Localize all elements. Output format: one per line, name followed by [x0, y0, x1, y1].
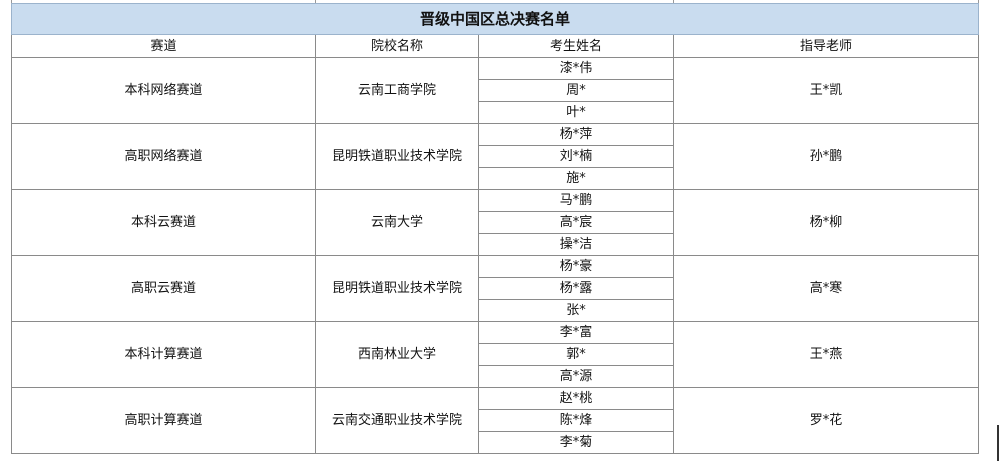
track-cell: 本科云赛道 — [11, 189, 316, 256]
teacher-cell: 杨*柳 — [672, 189, 980, 256]
table-row: 本科计算赛道 西南林业大学 李*富 王*燕 — [11, 321, 980, 388]
track-cell: 高职云赛道 — [11, 255, 316, 322]
student-cell: 李*富 — [478, 321, 674, 344]
student-cell: 李*菊 — [478, 431, 674, 454]
header-row: 赛道 院校名称 考生姓名 指导老师 — [11, 34, 980, 58]
student-cell: 杨*露 — [478, 277, 674, 300]
school-cell: 昆明铁道职业技术学院 — [315, 123, 479, 190]
student-cell: 高*源 — [478, 365, 674, 388]
track-cell: 高职网络赛道 — [11, 123, 316, 190]
teacher-cell: 高*寒 — [672, 255, 980, 322]
finalists-table: 晋级中国区总决赛名单 赛道 院校名称 考生姓名 指导老师 本科网络赛道 云南工商学… — [10, 3, 980, 454]
table-row: 高职云赛道 昆明铁道职业技术学院 杨*豪 高*寒 — [11, 255, 980, 322]
school-cell: 云南工商学院 — [315, 57, 479, 124]
window-edge-marker — [997, 425, 999, 461]
student-cell: 郭* — [478, 343, 674, 366]
student-cell: 周* — [478, 79, 674, 102]
teacher-cell: 王*燕 — [672, 321, 980, 388]
table-title: 晋级中国区总决赛名单 — [10, 3, 980, 35]
table-row: 本科云赛道 云南大学 马*鹏 杨*柳 — [11, 189, 980, 256]
student-cell: 刘*楠 — [478, 145, 674, 168]
school-cell: 昆明铁道职业技术学院 — [315, 255, 479, 322]
header-track: 赛道 — [11, 34, 316, 58]
teacher-cell: 王*凯 — [672, 57, 980, 124]
header-school: 院校名称 — [315, 34, 479, 58]
school-cell: 云南交通职业技术学院 — [315, 387, 479, 454]
student-cell: 叶* — [478, 101, 674, 124]
table-row: 高职网络赛道 昆明铁道职业技术学院 杨*萍 孙*鹏 — [11, 123, 980, 190]
student-cell: 陈*烽 — [478, 409, 674, 432]
teacher-cell: 孙*鹏 — [672, 123, 980, 190]
school-cell: 云南大学 — [315, 189, 479, 256]
table-row: 高*源 — [12, 365, 979, 388]
table-row: 李*菊 — [12, 431, 979, 454]
student-cell: 赵*桃 — [478, 387, 674, 410]
school-cell: 西南林业大学 — [315, 321, 479, 388]
student-cell: 马*鹏 — [478, 189, 674, 212]
student-cell: 杨*豪 — [478, 255, 674, 278]
student-cell: 施* — [478, 167, 674, 190]
student-cell: 杨*萍 — [478, 123, 674, 146]
track-cell: 本科计算赛道 — [11, 321, 316, 388]
table-row: 高职计算赛道 云南交通职业技术学院 赵*桃 罗*花 — [11, 387, 980, 454]
header-student: 考生姓名 — [478, 34, 674, 58]
title-row: 晋级中国区总决赛名单 — [10, 3, 980, 35]
student-cell: 漆*伟 — [478, 57, 674, 80]
track-cell: 高职计算赛道 — [11, 387, 316, 454]
table-row: 陈*烽 — [12, 409, 979, 432]
student-cell: 高*宸 — [478, 211, 674, 234]
table-row: 本科网络赛道 云南工商学院 漆*伟 王*凯 — [11, 57, 980, 124]
header-teacher: 指导老师 — [672, 34, 980, 58]
student-cell: 操*洁 — [478, 233, 674, 256]
teacher-cell: 罗*花 — [672, 387, 980, 454]
student-cell: 张* — [478, 299, 674, 322]
track-cell: 本科网络赛道 — [11, 57, 316, 124]
table-row: 高*宸 — [12, 211, 979, 234]
previous-table-edge — [11, 0, 979, 3]
